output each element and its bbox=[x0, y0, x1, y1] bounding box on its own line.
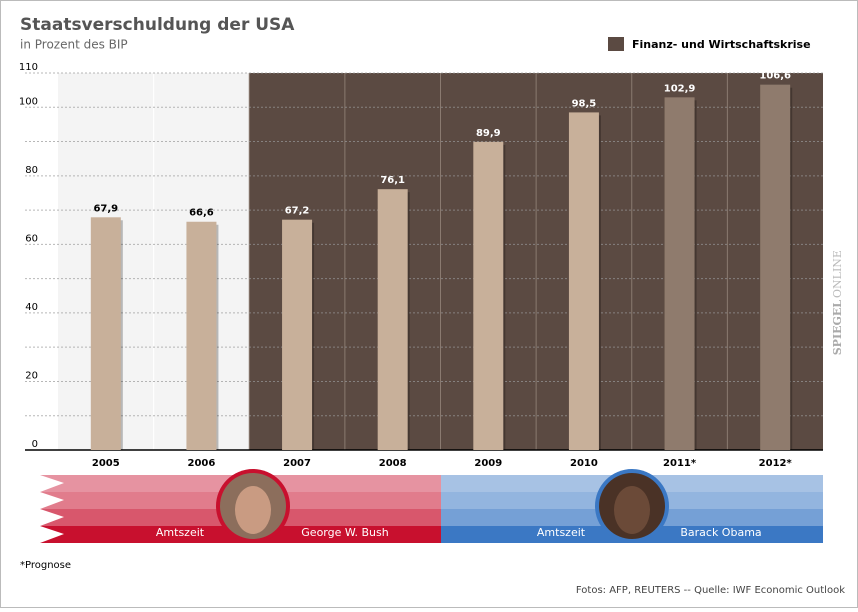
x-tick-label: 2011* bbox=[663, 458, 697, 469]
y-tick-label: 40 bbox=[25, 302, 38, 313]
x-tick-label: 2006 bbox=[188, 458, 216, 469]
value-label: 89,9 bbox=[476, 128, 501, 139]
term-label: Amtszeit bbox=[537, 526, 586, 539]
value-label: 67,2 bbox=[285, 206, 310, 217]
bar bbox=[90, 217, 121, 450]
photo-face bbox=[614, 486, 650, 534]
source: Fotos: AFP, REUTERS -- Quelle: IWF Econo… bbox=[576, 585, 845, 596]
notch bbox=[40, 509, 64, 526]
bar bbox=[377, 189, 408, 450]
x-tick-label: 2007 bbox=[283, 458, 311, 469]
value-label: 102,9 bbox=[664, 83, 696, 94]
value-label: 106,6 bbox=[759, 71, 791, 82]
term-label: Amtszeit bbox=[156, 526, 205, 539]
x-tick-label: 2012* bbox=[759, 458, 793, 469]
photo-face bbox=[235, 486, 271, 534]
bar bbox=[760, 84, 791, 451]
term-name: Barack Obama bbox=[680, 526, 761, 539]
y-tick-label: 100 bbox=[19, 96, 38, 107]
chart-title: Staatsverschuldung der USA bbox=[20, 15, 295, 35]
value-label: 66,6 bbox=[189, 208, 214, 219]
x-tick-label: 2009 bbox=[474, 458, 502, 469]
watermark-suffix: ONLINE bbox=[831, 250, 844, 298]
footnote: *Prognose bbox=[20, 560, 71, 571]
term-name: George W. Bush bbox=[301, 526, 388, 539]
y-tick-label: 60 bbox=[25, 233, 38, 244]
value-label: 76,1 bbox=[380, 175, 405, 186]
bar bbox=[282, 219, 313, 450]
y-tick-label: 80 bbox=[25, 165, 38, 176]
notch bbox=[40, 492, 64, 509]
y-tick-label: 0 bbox=[32, 439, 38, 450]
notch bbox=[40, 526, 64, 543]
legend-label: Finanz- und Wirtschaftskrise bbox=[632, 38, 811, 51]
watermark: SPIEGEL ONLINE bbox=[831, 250, 844, 355]
bar bbox=[186, 221, 217, 450]
bar bbox=[664, 97, 695, 451]
x-tick-label: 2008 bbox=[379, 458, 407, 469]
x-tick-label: 2005 bbox=[92, 458, 120, 469]
y-tick-label: 110 bbox=[19, 62, 38, 73]
x-tick-label: 2010 bbox=[570, 458, 598, 469]
bar bbox=[568, 112, 599, 450]
watermark-brand: SPIEGEL bbox=[831, 300, 844, 356]
value-label: 67,9 bbox=[93, 203, 118, 214]
value-label: 98,5 bbox=[572, 98, 597, 109]
notch bbox=[40, 475, 64, 492]
subtitle: in Prozent des BIP bbox=[20, 38, 128, 52]
bar bbox=[473, 141, 504, 450]
y-tick-label: 20 bbox=[25, 370, 38, 381]
legend-swatch bbox=[608, 37, 624, 51]
